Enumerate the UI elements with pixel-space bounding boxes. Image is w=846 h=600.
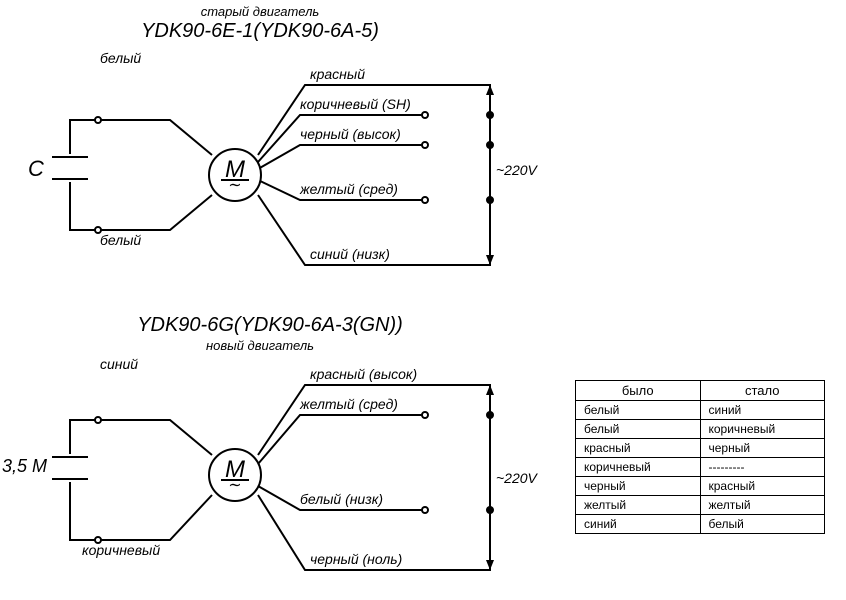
motor-tilde-1: ∼	[228, 181, 241, 191]
diagram-new-motor: YDK90-6G(YDK90-6A-3(GN)) новый двигатель	[0, 300, 560, 590]
d1-right-wire-1: коричневый (SH)	[300, 96, 411, 112]
d2-left-wire-1: коричневый	[82, 542, 160, 558]
d1-right-wire-4: синий (низк)	[310, 246, 390, 262]
diagram1-cap-label: C	[28, 156, 44, 182]
motor-symbol-2: M ∼	[208, 448, 262, 502]
table-row: красныйчерный	[576, 439, 825, 458]
d1-right-wire-0: красный	[310, 66, 365, 82]
diagram2-cap-label: 3,5 M	[2, 456, 47, 477]
d2-right-wire-0: красный (высок)	[310, 366, 417, 382]
d2-right-wire-3: черный (ноль)	[310, 551, 402, 567]
diagram1-subtitle: старый двигатель	[100, 4, 420, 19]
d1-left-wire-1: белый	[100, 232, 141, 248]
diagram-old-motor: старый двигатель YDK90-6E-1(YDK90-6A-5)	[0, 0, 560, 280]
diagram2-title: YDK90-6G(YDK90-6A-3(GN))	[80, 314, 460, 337]
motor-tilde-2: ∼	[228, 481, 241, 491]
table-row: белыйкоричневый	[576, 420, 825, 439]
diagram2-voltage: ~220V	[496, 470, 537, 486]
table-header-row: было стало	[576, 381, 825, 401]
table-row: желтыйжелтый	[576, 496, 825, 515]
d2-left-wire-0: синий	[100, 356, 138, 372]
motor-symbol-1: M ∼	[208, 148, 262, 202]
diagram2-subtitle: новый двигатель	[100, 338, 420, 353]
d2-right-wire-1: желтый (сред)	[300, 396, 398, 412]
table-row: черныйкрасный	[576, 477, 825, 496]
table-header-was: было	[576, 381, 701, 401]
diagram1-voltage: ~220V	[496, 162, 537, 178]
d1-right-wire-2: черный (высок)	[300, 126, 401, 142]
color-mapping-table: было стало белыйсиний белыйкоричневый кр…	[575, 380, 825, 534]
d1-right-wire-3: желтый (сред)	[300, 181, 398, 197]
d2-right-wire-2: белый (низк)	[300, 491, 383, 507]
table-body: белыйсиний белыйкоричневый красныйчерный…	[576, 401, 825, 534]
diagram1-title: YDK90-6E-1(YDK90-6A-5)	[80, 20, 440, 43]
d1-left-wire-0: белый	[100, 50, 141, 66]
table-row: белыйсиний	[576, 401, 825, 420]
table-row: синийбелый	[576, 515, 825, 534]
table-row: коричневый---------	[576, 458, 825, 477]
table-header-became: стало	[700, 381, 825, 401]
